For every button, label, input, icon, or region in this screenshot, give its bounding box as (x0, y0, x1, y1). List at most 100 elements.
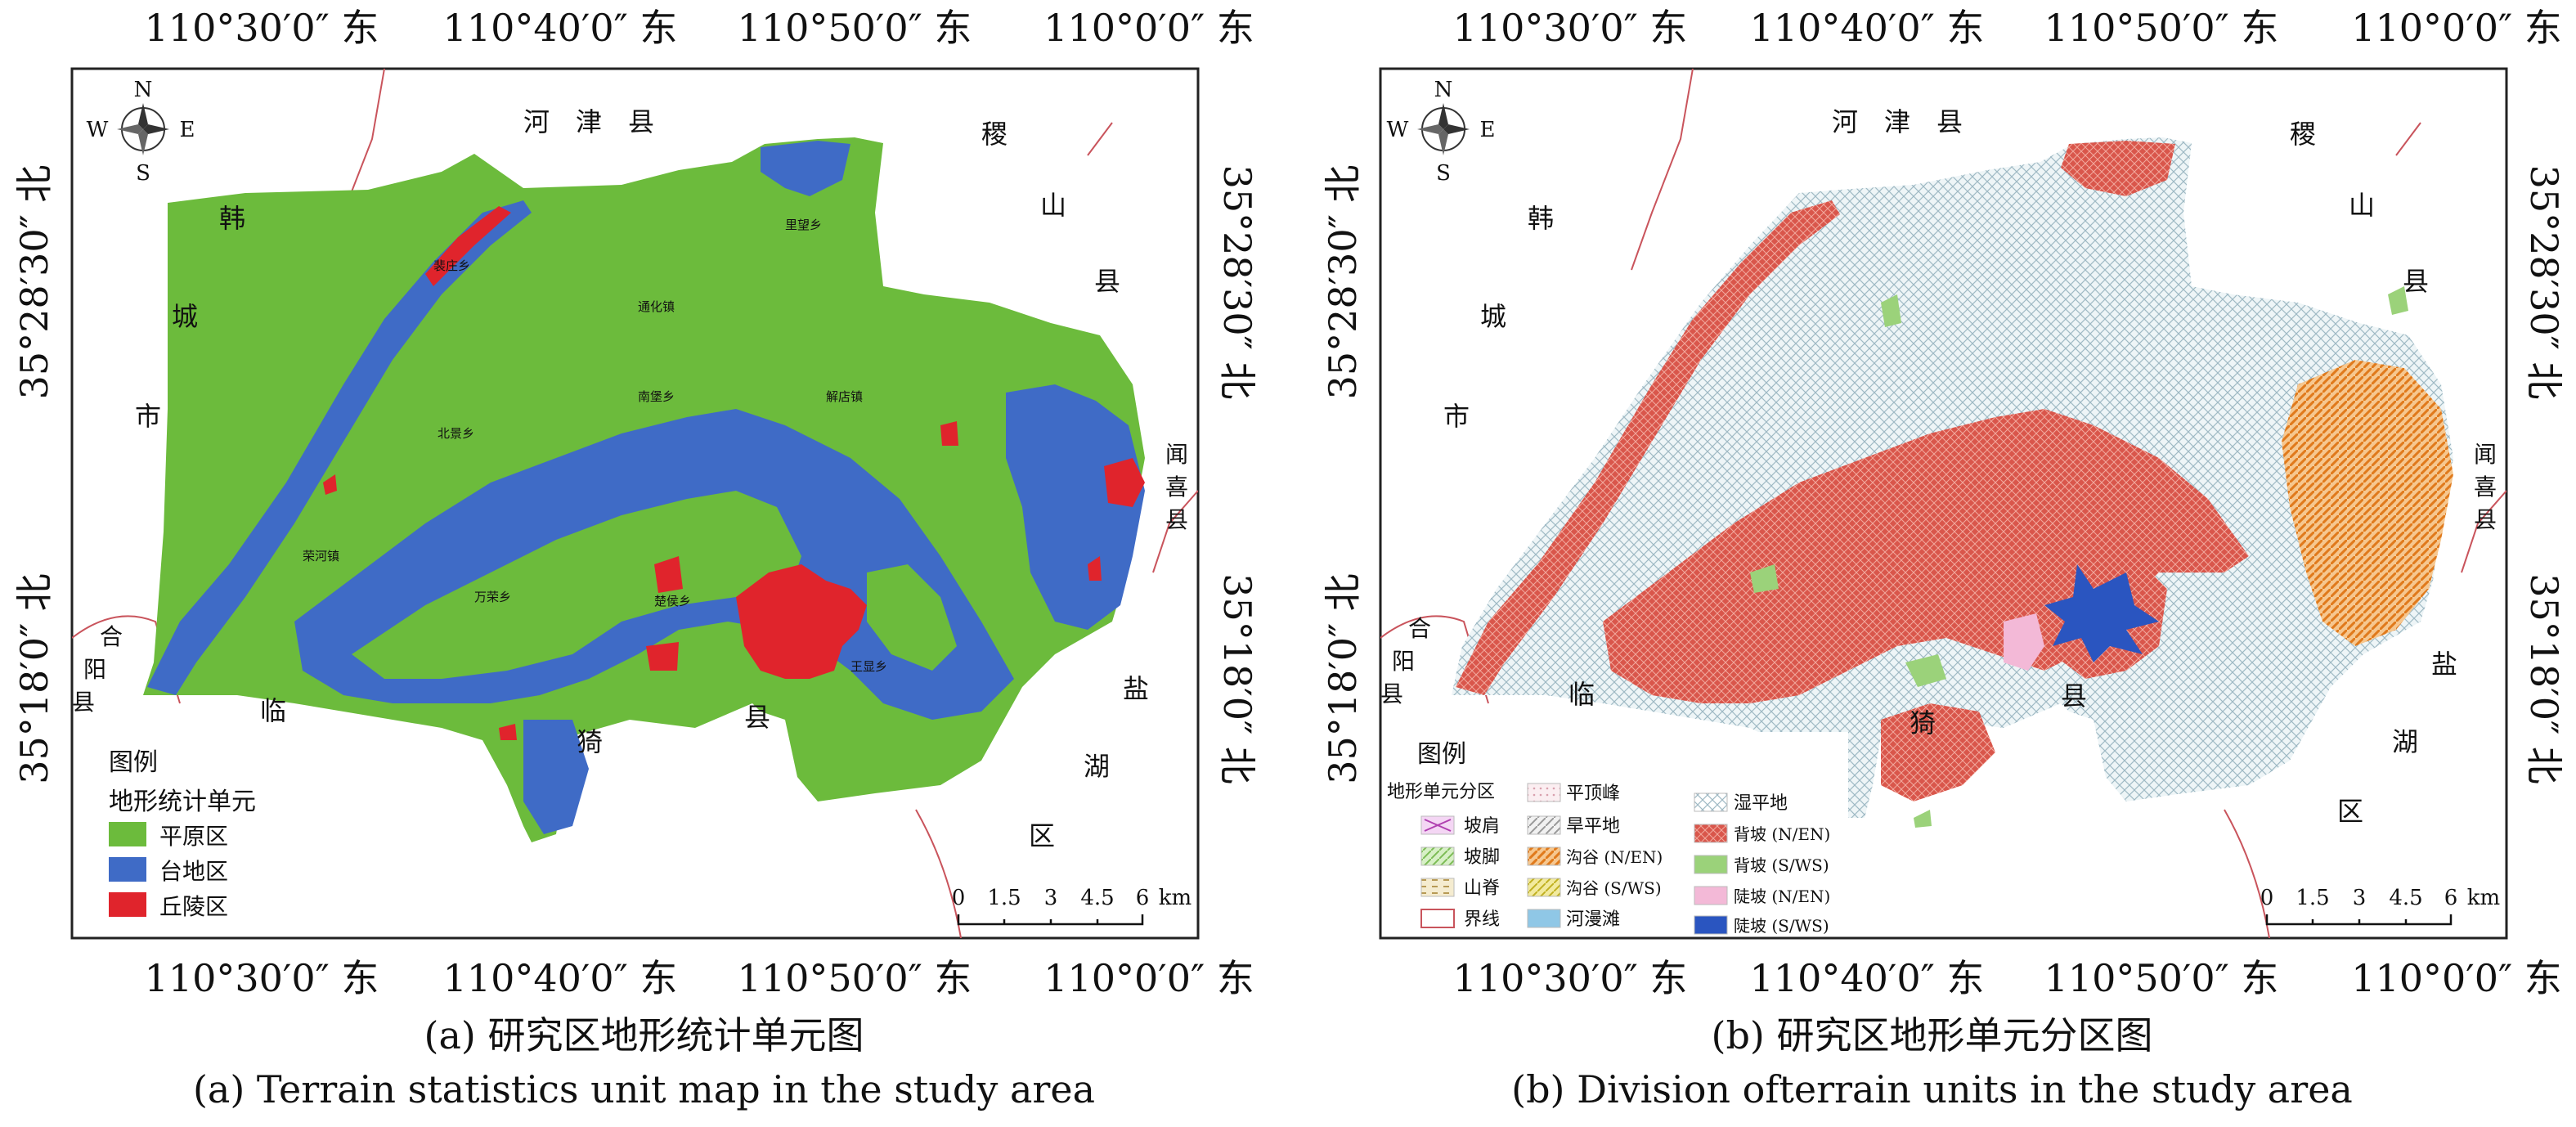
lon-label-top-2: 110°40′0″ 东 (1750, 6, 1985, 50)
terrace-region-south (523, 720, 589, 834)
legend-swatch (1694, 915, 1728, 935)
plain-patch (867, 564, 957, 671)
place-name: 市 (135, 401, 161, 432)
town-label: 通化镇 (638, 299, 675, 314)
place-name: 县 (72, 689, 95, 716)
place-name: 县 (1380, 680, 1403, 707)
legend-b: 图例 地形单元分区 平顶峰 湿平地 坡肩 旱平地 背坡 (N/EN) 坡脚 沟谷… (1382, 732, 1848, 936)
lat-label-right-2: 35°18′0″ 北 (2522, 573, 2566, 784)
hill-region-center (736, 564, 867, 679)
svg-text:0: 0 (952, 886, 966, 910)
legend-label: 河漫滩 (1566, 909, 1620, 930)
north-arrow-icon: N S W E (87, 78, 195, 186)
place-name: 区 (1029, 820, 1055, 851)
town-label: 荣河镇 (303, 549, 339, 564)
place-name: 盐 (1123, 673, 1149, 704)
svg-text:4.5: 4.5 (1080, 886, 1114, 910)
legend-subtitle: 地形统计单元 (109, 788, 256, 816)
legend-swatch-plain (109, 822, 146, 846)
town-label: 里望乡 (785, 218, 822, 232)
back-slope-ne-region (1456, 200, 1840, 695)
place-name: 盐 (2431, 649, 2457, 680)
svg-text:3: 3 (2353, 886, 2367, 910)
caption-en-a: (a) Terrain statistics unit map in the s… (192, 1067, 1096, 1111)
svg-text:4.5: 4.5 (2389, 886, 2422, 910)
svg-text:S: S (136, 161, 150, 186)
lon-label-top-3: 110°50′0″ 东 (2044, 6, 2279, 50)
lon-label-bottom-2: 110°40′0″ 东 (1750, 956, 1985, 1000)
place-name: 喜 (2474, 474, 2497, 501)
lon-label-top-3: 110°50′0″ 东 (738, 6, 972, 50)
place-name: 县 (2061, 680, 2087, 712)
lon-label-top-1: 110°30′0″ 东 (1453, 6, 1688, 50)
place-name: 阳 (83, 656, 106, 683)
town-label: 楚侯乡 (654, 594, 691, 608)
svg-text:1.5: 1.5 (987, 886, 1021, 910)
svg-text:km: km (1159, 886, 1192, 910)
back-slope-ne-region (2061, 141, 2175, 196)
place-name: 猗 (1910, 707, 1936, 739)
place-name: 湖 (2392, 726, 2418, 757)
scale-bar-b: 0 1.5 3 4.5 6 km (2260, 886, 2500, 926)
legend-label: 旱平地 (1566, 816, 1620, 837)
legend-swatch-hill (109, 892, 146, 917)
svg-text:km: km (2467, 886, 2500, 910)
back-slope-ne-region (1881, 703, 1995, 801)
lon-label-bottom-2: 110°40′0″ 东 (443, 956, 678, 1000)
caption-cn-b: (b) 研究区地形单元分区图 (1711, 1013, 2153, 1057)
legend-label: 背坡 (S/WS) (1734, 855, 1829, 875)
legend-swatch (1527, 783, 1561, 802)
svg-text:6: 6 (1136, 886, 1150, 910)
town-label: 裴庄乡 (433, 258, 470, 273)
place-name: 县 (2403, 266, 2429, 297)
place-name: 临 (260, 695, 286, 726)
legend-label: 山脊 (1464, 878, 1500, 899)
legend-label: 坡脚 (1464, 847, 1500, 868)
legend-label: 台地区 (159, 858, 228, 885)
hill-strip-nw (425, 206, 511, 286)
legend-swatch (1420, 878, 1455, 897)
place-name: 湖 (1084, 751, 1110, 782)
place-name: 稷 (2290, 119, 2316, 150)
place-name: 闻 (1165, 441, 1188, 468)
legend-label: 沟谷 (N/EN) (1566, 847, 1663, 867)
panel-b: 110°30′0″ 东 110°40′0″ 东 110°50′0″ 东 110°… (1321, 6, 2566, 1000)
place-name: 合 (100, 623, 123, 650)
terrace-region-east (1006, 384, 1145, 630)
svg-text:N: N (134, 78, 153, 102)
svg-text:1.5: 1.5 (2296, 886, 2329, 910)
svg-text:6: 6 (2444, 886, 2458, 910)
place-name: 山 (1040, 190, 1066, 221)
lon-label-top-4: 110°0′0″ 东 (2351, 6, 2562, 50)
caption-en-b: (b) Division ofterrain units in the stud… (1511, 1067, 2353, 1111)
place-name: 城 (172, 301, 198, 332)
panel-a: 110°30′0″ 东 110°40′0″ 东 110°50′0″ 东 110°… (12, 6, 1259, 1000)
town-label: 南堡乡 (638, 389, 675, 404)
scale-bar-a: 0 1.5 3 4.5 6 km (952, 886, 1192, 926)
svg-text:W: W (87, 118, 109, 142)
legend-label: 湿平地 (1734, 793, 1788, 814)
legend-subtitle: 地形单元分区 (1387, 782, 1495, 802)
legend-label: 沟谷 (S/WS) (1566, 878, 1662, 898)
lon-label-bottom-3: 110°50′0″ 东 (2044, 956, 2279, 1000)
legend-label: 平原区 (159, 823, 228, 850)
town-label: 王显乡 (850, 659, 887, 674)
place-name: 临 (1568, 679, 1595, 710)
legend-swatch (1694, 855, 1728, 874)
place-name: 县 (1094, 266, 1120, 297)
legend-swatch (1420, 909, 1455, 928)
lat-label-left-2: 35°18′0″ 北 (1321, 573, 1365, 784)
lon-label-top-2: 110°40′0″ 东 (443, 6, 678, 50)
place-name: 闻 (2474, 441, 2497, 468)
place-name: 喜 (1165, 474, 1188, 501)
admin-boundary (1380, 69, 2506, 938)
legend-label: 陡坡 (S/WS) (1734, 916, 1829, 936)
admin-boundary (72, 69, 1198, 938)
svg-text:0: 0 (2260, 886, 2274, 910)
place-name: 合 (1408, 615, 1431, 642)
legend-label: 坡肩 (1464, 816, 1500, 837)
legend-title: 图例 (109, 748, 158, 777)
legend-swatch (1694, 792, 1728, 812)
place-name: 县 (1165, 506, 1188, 533)
svg-text:W: W (1387, 118, 1409, 142)
